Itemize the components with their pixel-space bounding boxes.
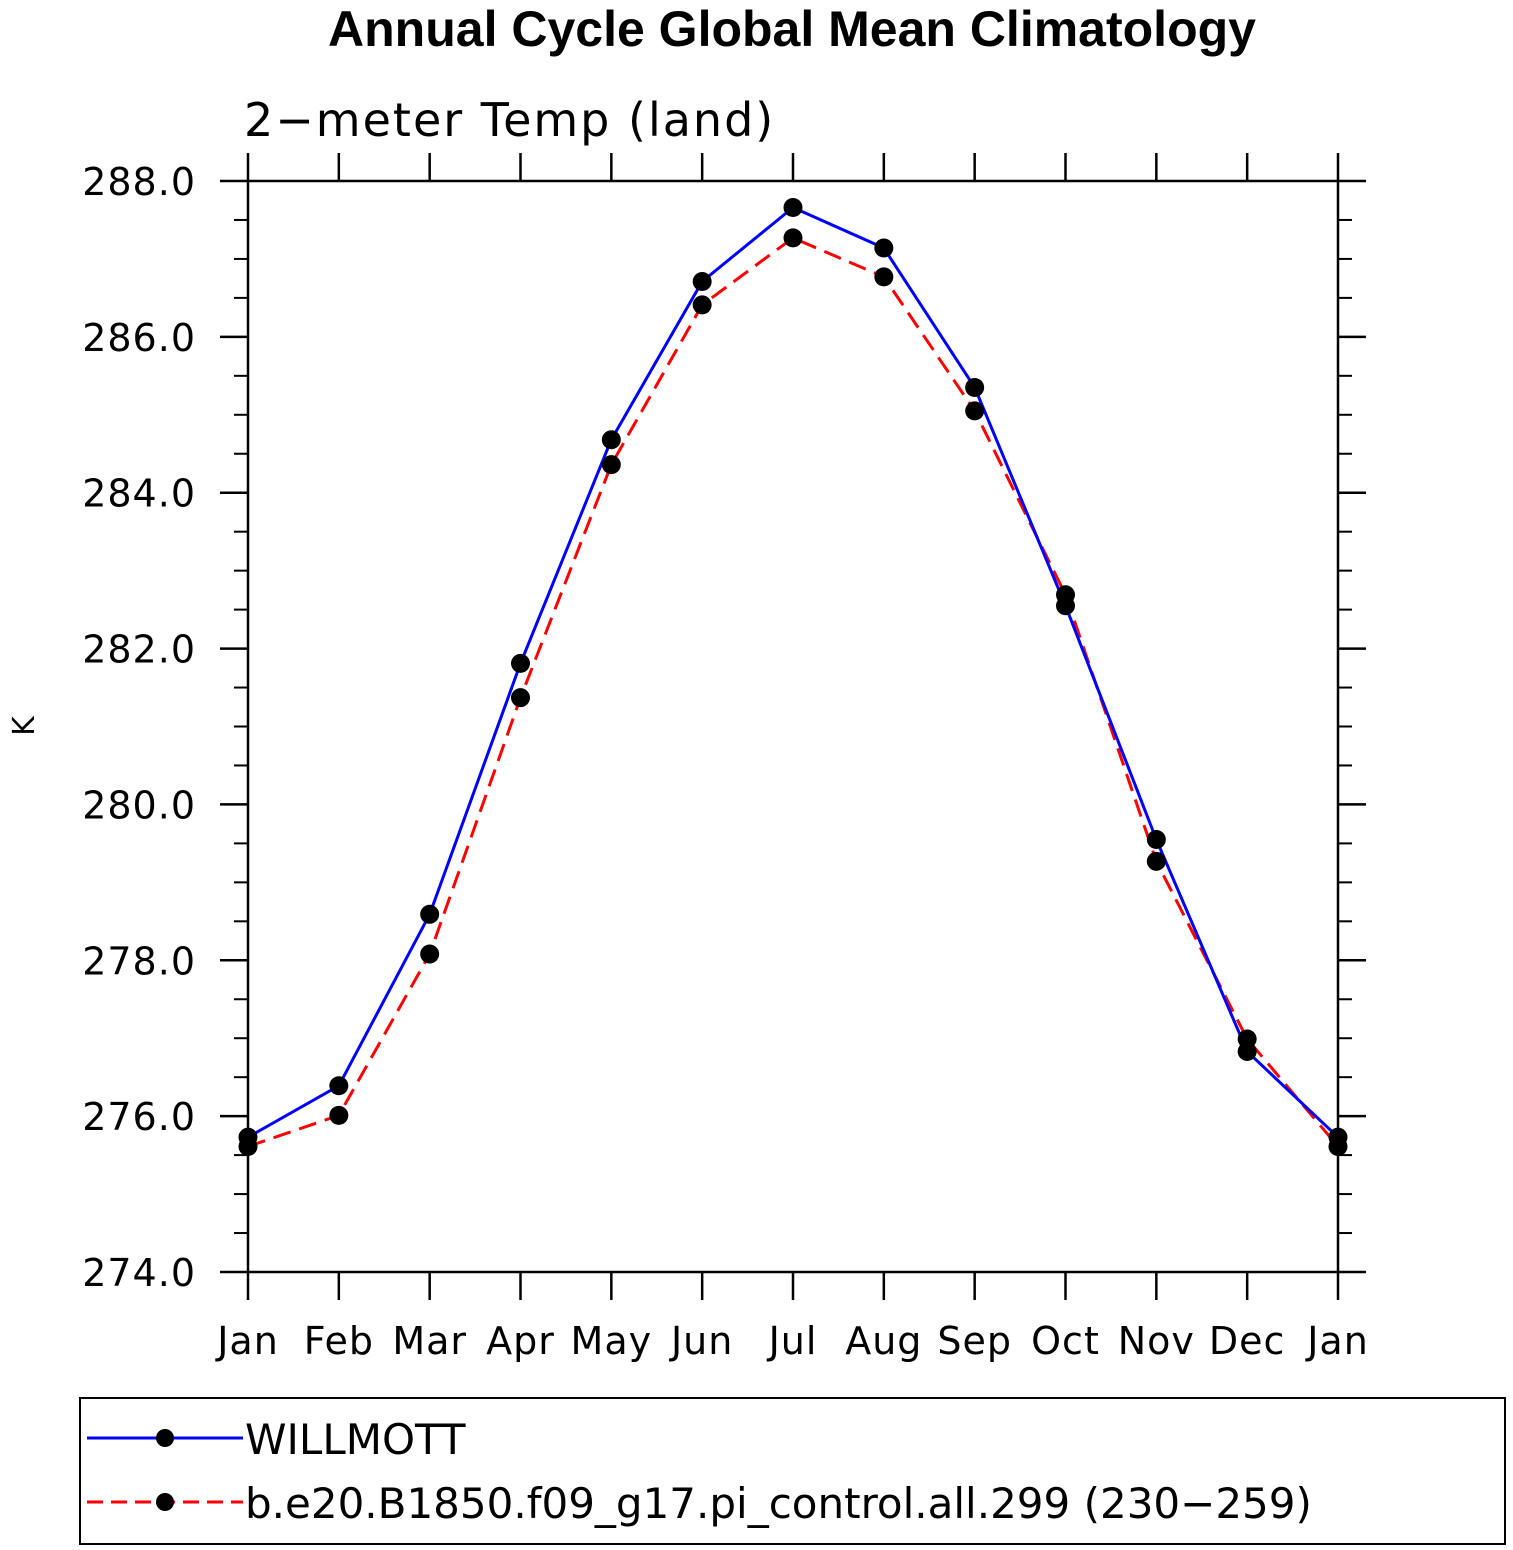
series-line-0 [247, 205, 1340, 1139]
series-layer [238, 197, 1348, 1157]
plot-frame [246, 179, 1340, 1274]
y-tick-label: 288.0 [82, 160, 196, 204]
x-tick-label: May [571, 1319, 653, 1363]
data-point-series-1 [511, 688, 530, 708]
data-point-series-1 [1237, 1029, 1257, 1049]
x-tick-label: Feb [304, 1319, 374, 1363]
x-tick-label: Sep [937, 1319, 1012, 1363]
x-tick-label: Nov [1118, 1319, 1195, 1363]
data-point-series-1 [692, 295, 712, 315]
series-line-1 [247, 236, 1340, 1148]
data-point-series-0 [874, 238, 894, 258]
x-tick-label: Jan [215, 1319, 279, 1363]
chart-subtitle: 2−meter Temp (land) [244, 93, 775, 147]
x-tick-label: Oct [1031, 1319, 1100, 1363]
data-point-series-1 [783, 228, 803, 248]
y-tick-label: 274.0 [82, 1251, 196, 1295]
x-tick-labels: Jan Feb Mar Apr May Jun Jul Aug Sep Oct Nov Dec Jan [215, 1319, 1369, 1363]
y-tick-label: 284.0 [82, 472, 196, 516]
data-point-series-1 [238, 1137, 258, 1157]
data-point-series-1 [1056, 585, 1075, 605]
data-point-series-1 [420, 944, 440, 964]
y-tick-labels: 274.0 276.0 278.0 280.0 282.0 284.0 286.0 288.0 [82, 160, 196, 1295]
y-tick-label: 276.0 [82, 1095, 196, 1139]
y-tick-label: 282.0 [82, 628, 196, 672]
data-point-series-0 [511, 653, 530, 673]
legend: WILLMOTT b.e20.B1850.f09_g17.pi_control.… [79, 1397, 1506, 1545]
y-tick-label: 286.0 [82, 316, 196, 360]
legend-label-model: b.e20.B1850.f09_g17.pi_control.all.299 (… [245, 1479, 1312, 1528]
x-tick-label: Aug [845, 1319, 922, 1363]
data-point-series-0 [783, 197, 803, 217]
x-tick-label: Jun [669, 1319, 733, 1363]
data-point-series-0 [965, 378, 985, 398]
legend-label-willmott: WILLMOTT [245, 1415, 466, 1464]
legend-marker-model [156, 1493, 174, 1511]
data-point-series-0 [420, 904, 440, 924]
axis-ticks [220, 153, 1366, 1300]
y-tick-label: 280.0 [82, 783, 196, 827]
data-point-series-0 [601, 430, 621, 450]
data-point-series-0 [329, 1076, 349, 1096]
y-tick-label: 278.0 [82, 939, 196, 983]
data-point-series-1 [1328, 1137, 1348, 1157]
x-tick-label: Apr [486, 1319, 555, 1363]
chart-title: Annual Cycle Global Mean Climatology [328, 1, 1256, 57]
legend-box [79, 1397, 1506, 1545]
x-tick-label: Jul [767, 1319, 818, 1363]
data-point-series-1 [329, 1105, 349, 1125]
x-tick-label: Jan [1305, 1319, 1369, 1363]
data-point-series-0 [1146, 829, 1166, 849]
x-tick-label: Mar [392, 1319, 467, 1363]
data-point-series-1 [1146, 851, 1166, 871]
data-point-series-1 [601, 455, 621, 475]
y-axis-label: K [7, 715, 42, 736]
data-point-series-0 [692, 272, 712, 292]
x-tick-label: Dec [1209, 1319, 1286, 1363]
data-point-series-1 [874, 267, 894, 287]
legend-marker-willmott [156, 1429, 174, 1447]
data-point-series-1 [965, 401, 985, 421]
